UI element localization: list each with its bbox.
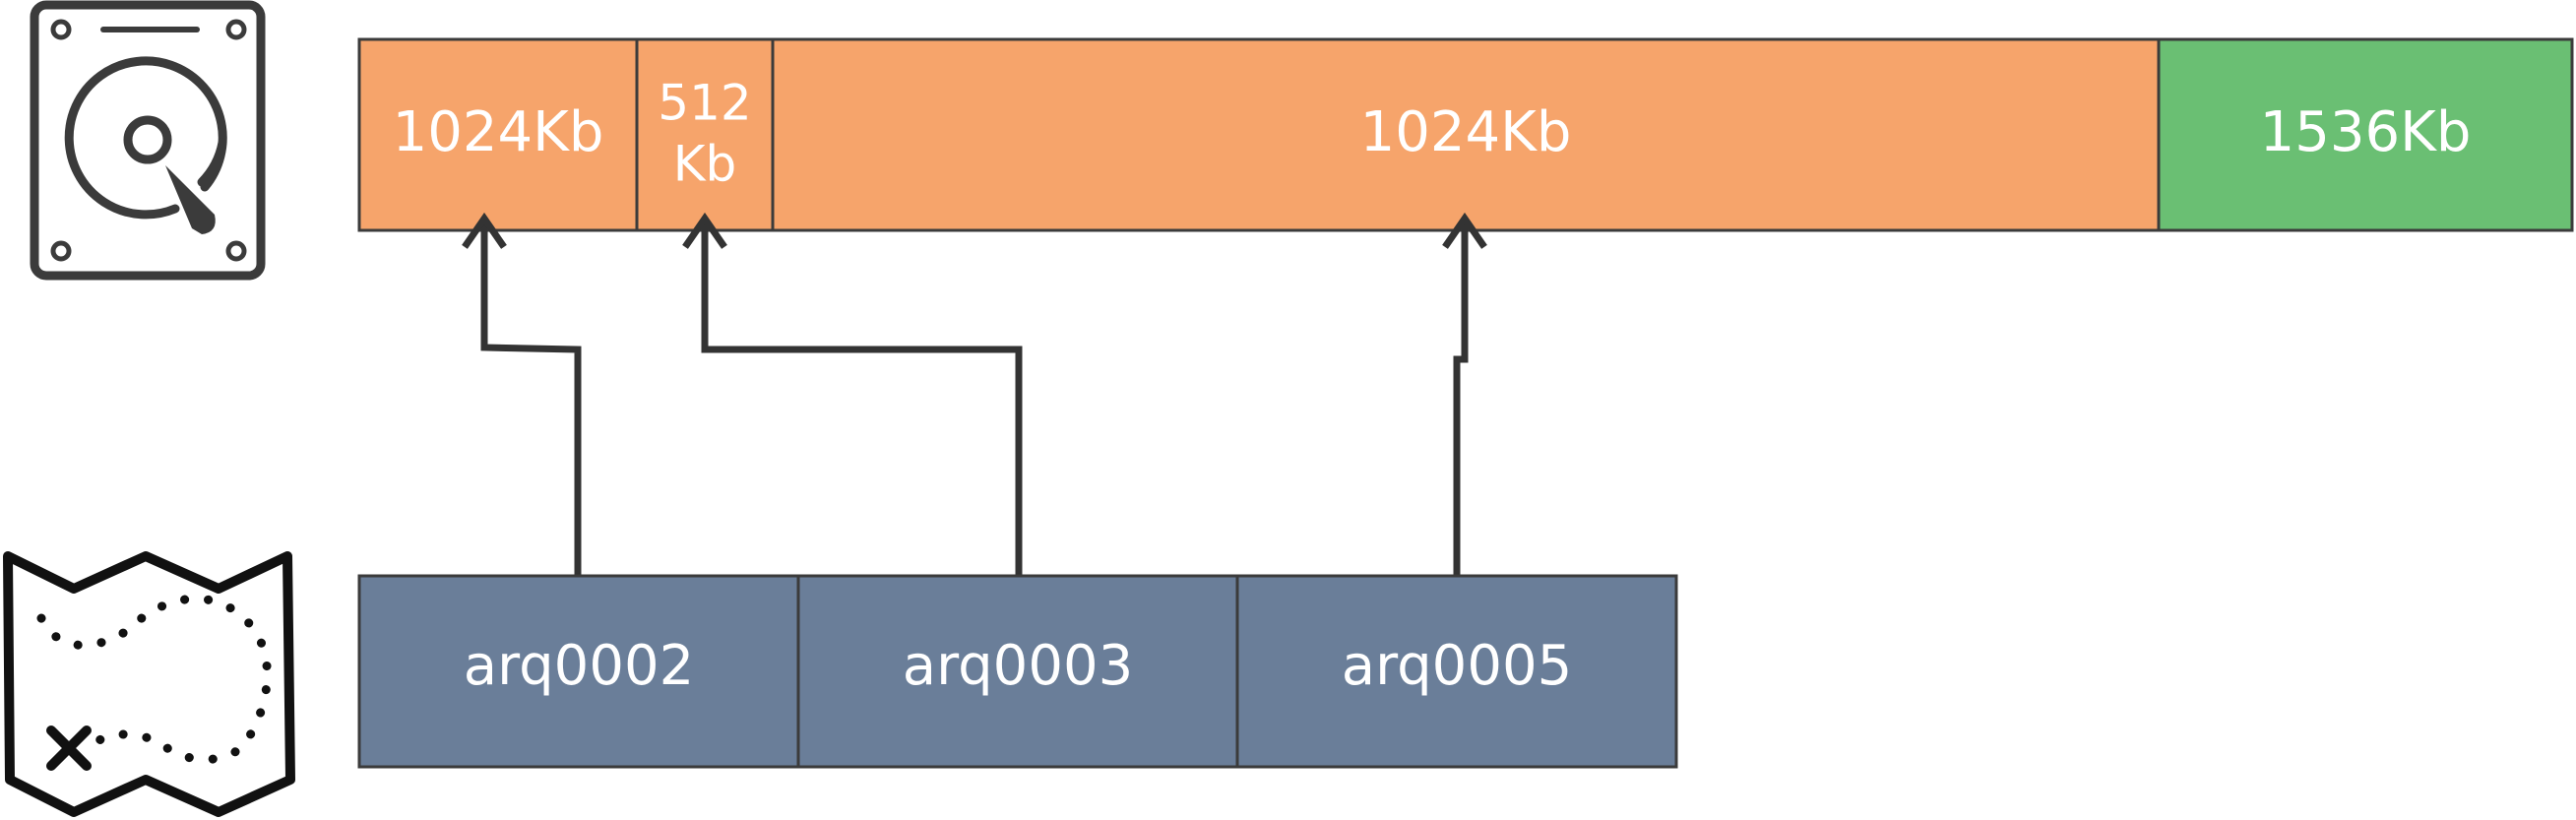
file-name: arq0002 (464, 634, 694, 698)
disk-block[interactable]: 512 Kb (635, 37, 775, 232)
disk-blocks: 1024Kb 512 Kb 1024Kb 1536Kb (357, 37, 2574, 232)
arrow-arq0002 (480, 224, 582, 576)
file-table: arq0002 arq0003 arq0005 (357, 574, 1678, 769)
disk-block-label: 1024Kb (1360, 100, 1572, 164)
disk-block-free[interactable]: 1536Kb (2157, 37, 2574, 232)
hard-disk-icon (30, 0, 266, 281)
arrow-arq0005 (1453, 224, 1469, 576)
disk-block[interactable]: 1024Kb (357, 37, 639, 232)
file-name: arq0003 (903, 634, 1133, 698)
file-entry[interactable]: arq0002 (357, 574, 800, 769)
disk-block[interactable]: 1024Kb (771, 37, 2161, 232)
treasure-map-icon (3, 551, 295, 817)
pointer-arrows (462, 212, 1487, 576)
file-entry[interactable]: arq0003 (796, 574, 1239, 769)
disk-block-label: 1024Kb (393, 100, 604, 164)
file-name: arq0005 (1342, 634, 1572, 698)
disk-block-label: 1536Kb (2260, 100, 2472, 164)
disk-block-label-line2: Kb (673, 136, 737, 193)
arrow-arq0003 (701, 224, 1023, 576)
file-entry[interactable]: arq0005 (1235, 574, 1678, 769)
disk-block-label-line1: 512 (658, 75, 751, 132)
